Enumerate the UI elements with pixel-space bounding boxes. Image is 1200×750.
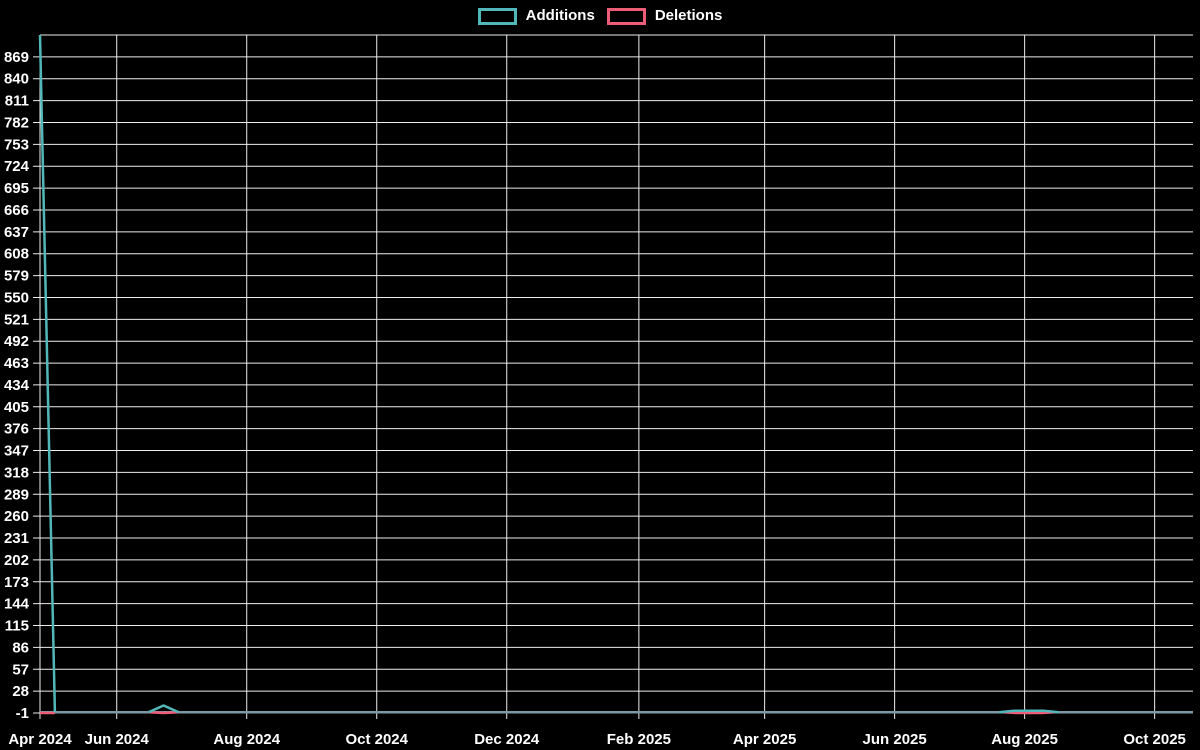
legend-item-additions[interactable]: Additions (477, 6, 595, 26)
y-tick-label: 115 (5, 618, 29, 635)
y-tick-label: 579 (4, 268, 29, 285)
y-tick-label: 840 (4, 71, 29, 88)
y-tick-label: 492 (4, 333, 29, 350)
deletions-line (1003, 710, 1055, 715)
y-tick-label: 28 (12, 683, 29, 700)
y-tick-label: 811 (5, 93, 29, 110)
legend-label-deletions: Deletions (654, 7, 723, 24)
y-tick-label: -1 (16, 705, 29, 722)
y-tick-label: 318 (4, 464, 29, 481)
x-tick-label: Aug 2025 (991, 731, 1058, 748)
y-tick-label: 434 (4, 377, 30, 394)
x-tick-label: Jun 2024 (85, 731, 150, 748)
y-tick-label: 57 (12, 661, 29, 678)
x-tick-label: Jun 2025 (863, 731, 927, 748)
x-tick-label: Apr 2024 (8, 731, 72, 748)
y-tick-label: 782 (4, 114, 29, 131)
additions-line (998, 709, 1059, 714)
x-tick-label: Oct 2025 (1123, 731, 1186, 748)
y-tick-label: 753 (4, 136, 29, 153)
y-tick-label: 260 (4, 508, 29, 525)
y-tick-label: 289 (4, 486, 29, 503)
y-tick-label: 666 (4, 202, 29, 219)
y-tick-label: 521 (4, 311, 29, 328)
y-tick-label: 405 (4, 399, 29, 416)
y-tick-label: 173 (4, 574, 29, 591)
y-tick-label: 376 (4, 421, 29, 438)
y-tick-label: 550 (4, 289, 29, 306)
x-tick-label: Dec 2024 (474, 731, 540, 748)
legend-item-deletions[interactable]: Deletions (606, 6, 723, 26)
y-tick-label: 695 (4, 180, 29, 197)
y-tick-label: 608 (4, 246, 29, 263)
y-tick-label: 86 (12, 639, 29, 656)
x-tick-label: Oct 2024 (345, 731, 408, 748)
additions-swatch-icon (477, 7, 517, 25)
y-tick-label: 202 (4, 552, 29, 569)
chart-legend: Additions Deletions (0, 6, 1200, 26)
legend-label-additions: Additions (525, 7, 595, 24)
y-tick-label: 724 (4, 158, 30, 175)
x-tick-label: Apr 2025 (733, 731, 796, 748)
additions-line (148, 704, 180, 714)
y-tick-label: 347 (4, 443, 29, 460)
deletions-swatch-icon (606, 7, 646, 25)
deletions-line (148, 710, 179, 715)
y-tick-label: 144 (4, 596, 30, 613)
y-tick-label: 231 (4, 530, 29, 547)
y-tick-label: 869 (4, 49, 29, 66)
y-tick-label: 463 (4, 355, 29, 372)
x-tick-label: Feb 2025 (607, 731, 671, 748)
additions-line (38, 34, 57, 713)
x-tick-label: Aug 2024 (213, 731, 280, 748)
y-tick-label: 637 (4, 224, 29, 241)
